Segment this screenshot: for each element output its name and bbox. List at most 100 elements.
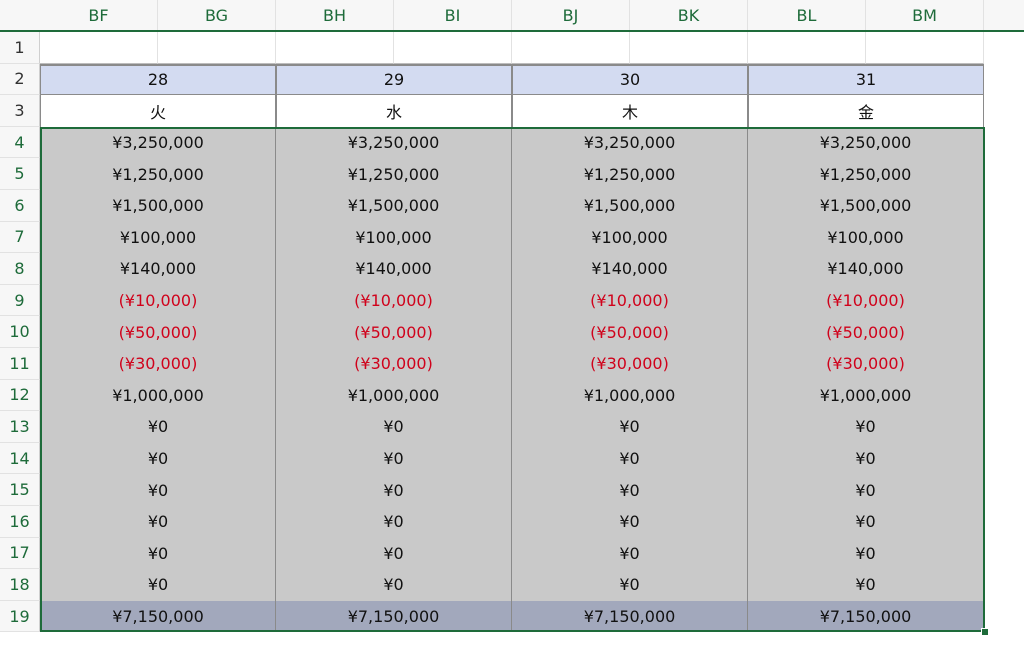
value-cell[interactable]: (¥50,000) (276, 316, 512, 348)
value-cell[interactable]: ¥1,500,000 (40, 190, 276, 222)
value-cell[interactable]: ¥0 (512, 474, 748, 506)
row-header[interactable]: 14 (0, 442, 40, 475)
value-cell[interactable]: ¥0 (748, 569, 984, 601)
value-cell[interactable]: ¥1,000,000 (748, 379, 984, 412)
date-cell[interactable]: 29 (276, 63, 512, 96)
value-cell[interactable]: ¥1,000,000 (512, 379, 748, 412)
column-header-bar (0, 0, 1024, 32)
value-cell[interactable]: (¥30,000) (40, 348, 276, 380)
row-header[interactable]: 18 (0, 569, 40, 601)
row-header[interactable]: 17 (0, 537, 40, 570)
column-header[interactable]: BF (40, 0, 158, 30)
value-cell[interactable]: ¥140,000 (276, 253, 512, 285)
value-cell[interactable]: (¥50,000) (40, 316, 276, 348)
column-header[interactable]: BL (748, 0, 866, 30)
row-header[interactable]: 16 (0, 506, 40, 538)
value-cell[interactable]: ¥0 (512, 506, 748, 538)
value-cell[interactable]: ¥0 (276, 442, 512, 475)
value-cell[interactable]: ¥7,150,000 (748, 600, 984, 633)
value-cell[interactable]: ¥100,000 (748, 221, 984, 254)
weekday-cell[interactable]: 木 (512, 95, 748, 127)
value-cell[interactable]: ¥140,000 (40, 253, 276, 285)
value-cell[interactable]: (¥30,000) (276, 348, 512, 380)
value-cell[interactable]: ¥0 (512, 569, 748, 601)
row-header[interactable]: 5 (0, 158, 40, 190)
value-cell[interactable]: ¥3,250,000 (512, 126, 748, 159)
value-cell[interactable]: ¥1,500,000 (748, 190, 984, 222)
value-cell[interactable]: ¥3,250,000 (276, 126, 512, 159)
value-cell[interactable]: (¥50,000) (512, 316, 748, 348)
value-cell[interactable]: ¥0 (276, 474, 512, 506)
row-header[interactable]: 15 (0, 474, 40, 506)
row-header[interactable]: 2 (0, 63, 40, 96)
weekday-cell[interactable]: 火 (40, 95, 276, 127)
value-cell[interactable]: (¥10,000) (40, 284, 276, 317)
value-cell[interactable]: ¥1,250,000 (276, 158, 512, 190)
value-cell[interactable]: (¥10,000) (276, 284, 512, 317)
value-cell[interactable]: ¥7,150,000 (40, 600, 276, 633)
cell (158, 32, 276, 64)
value-cell[interactable]: (¥10,000) (512, 284, 748, 317)
value-cell[interactable]: ¥1,250,000 (748, 158, 984, 190)
row-header[interactable]: 1 (0, 32, 40, 64)
value-cell[interactable]: ¥0 (512, 442, 748, 475)
row-header[interactable]: 13 (0, 411, 40, 443)
value-cell[interactable]: ¥0 (40, 474, 276, 506)
value-cell[interactable]: ¥0 (40, 442, 276, 475)
row-header[interactable]: 8 (0, 253, 40, 285)
value-cell[interactable]: ¥0 (276, 411, 512, 443)
value-cell[interactable]: (¥30,000) (748, 348, 984, 380)
value-cell[interactable]: ¥0 (748, 537, 984, 570)
value-cell[interactable]: ¥1,000,000 (276, 379, 512, 412)
value-cell[interactable]: ¥1,500,000 (512, 190, 748, 222)
value-cell[interactable]: ¥0 (276, 506, 512, 538)
row-header[interactable]: 3 (0, 95, 40, 127)
date-cell[interactable]: 31 (748, 63, 984, 96)
value-cell[interactable]: ¥0 (40, 506, 276, 538)
value-cell[interactable]: ¥0 (748, 474, 984, 506)
value-cell[interactable]: ¥140,000 (512, 253, 748, 285)
value-cell[interactable]: ¥1,500,000 (276, 190, 512, 222)
date-cell[interactable]: 28 (40, 63, 276, 96)
row-header[interactable]: 19 (0, 600, 40, 633)
column-header[interactable]: BJ (512, 0, 630, 30)
column-header[interactable]: BK (630, 0, 748, 30)
column-header[interactable]: BM (866, 0, 984, 30)
value-cell[interactable]: ¥0 (276, 569, 512, 601)
column-header[interactable]: BH (276, 0, 394, 30)
value-cell[interactable]: ¥0 (512, 537, 748, 570)
column-header[interactable]: BG (158, 0, 276, 30)
row-header[interactable]: 4 (0, 126, 40, 159)
value-cell[interactable]: ¥0 (276, 537, 512, 570)
value-cell[interactable]: ¥0 (748, 442, 984, 475)
value-cell[interactable]: ¥7,150,000 (512, 600, 748, 633)
row-header[interactable]: 12 (0, 379, 40, 412)
value-cell[interactable]: ¥100,000 (512, 221, 748, 254)
selection-handle[interactable] (981, 628, 989, 637)
value-cell[interactable]: ¥1,250,000 (40, 158, 276, 190)
value-cell[interactable]: ¥7,150,000 (276, 600, 512, 633)
date-cell[interactable]: 30 (512, 63, 748, 96)
row-header[interactable]: 11 (0, 348, 40, 380)
value-cell[interactable]: ¥100,000 (40, 221, 276, 254)
value-cell[interactable]: ¥1,000,000 (40, 379, 276, 412)
value-cell[interactable]: ¥0 (40, 537, 276, 570)
row-header[interactable]: 9 (0, 284, 40, 317)
value-cell[interactable]: ¥1,250,000 (512, 158, 748, 190)
value-cell[interactable]: (¥30,000) (512, 348, 748, 380)
row-header[interactable]: 7 (0, 221, 40, 254)
weekday-cell[interactable]: 金 (748, 95, 984, 127)
value-cell[interactable]: (¥50,000) (748, 316, 984, 348)
column-header[interactable]: BI (394, 0, 512, 30)
value-cell[interactable]: ¥0 (512, 411, 748, 443)
value-cell[interactable]: ¥0 (40, 569, 276, 601)
value-cell[interactable]: ¥100,000 (276, 221, 512, 254)
row-header[interactable]: 6 (0, 190, 40, 222)
weekday-cell[interactable]: 水 (276, 95, 512, 127)
row-header[interactable]: 10 (0, 316, 40, 348)
value-cell[interactable]: ¥0 (748, 506, 984, 538)
value-cell[interactable]: ¥3,250,000 (40, 126, 276, 159)
value-cell[interactable]: ¥0 (40, 411, 276, 443)
